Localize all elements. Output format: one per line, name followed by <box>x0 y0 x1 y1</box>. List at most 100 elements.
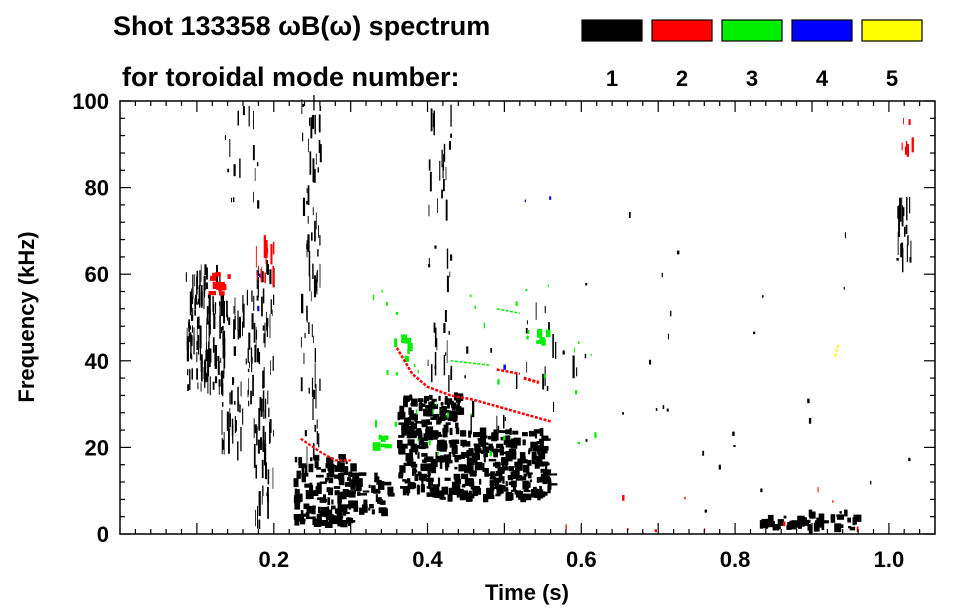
spectral-mark <box>411 423 417 430</box>
spectral-mark <box>245 358 247 365</box>
spectral-mark <box>327 497 331 506</box>
spectral-mark <box>475 488 479 492</box>
spectral-mark <box>449 410 457 416</box>
spectral-mark <box>444 396 448 400</box>
spectral-mark <box>248 105 250 127</box>
spectral-mark <box>377 481 385 490</box>
spectral-mark <box>507 492 514 501</box>
spectral-mark <box>312 158 315 183</box>
spectral-mark <box>359 493 368 496</box>
spectral-mark <box>220 372 222 377</box>
spectral-mark <box>902 207 905 216</box>
spectral-speck <box>655 408 658 411</box>
spectral-mark <box>419 446 426 450</box>
spectral-mark <box>434 352 437 376</box>
spectral-mark <box>524 493 532 501</box>
spectral-mark <box>369 504 374 509</box>
spectral-mark <box>205 282 208 290</box>
spectral-mark <box>196 340 199 350</box>
spectral-mark <box>264 272 266 284</box>
spectral-mark <box>545 465 548 470</box>
spectral-mark <box>440 443 447 452</box>
spectral-mark <box>379 498 383 505</box>
spectral-mark <box>206 267 208 280</box>
spectral-speck <box>408 345 411 351</box>
spectral-mark <box>450 104 452 127</box>
spectral-mark <box>186 327 188 350</box>
spectral-mark <box>348 471 353 477</box>
legend-label-mode-2: 2 <box>676 66 688 91</box>
spectral-mark <box>544 306 546 314</box>
spectral-mark <box>304 430 307 437</box>
spectral-mark <box>480 450 484 454</box>
spectral-mark <box>223 431 225 455</box>
spectral-mark <box>509 454 512 461</box>
spectral-mark <box>346 490 351 497</box>
spectral-mark <box>358 472 367 476</box>
spectral-mark <box>909 197 911 214</box>
spectral-mark <box>443 454 450 462</box>
spectral-speck <box>622 495 625 501</box>
spectral-mark <box>266 263 269 275</box>
spectral-mark <box>257 200 260 209</box>
spectral-mark <box>445 352 447 356</box>
spectral-mark <box>217 281 225 291</box>
spectral-mark <box>444 310 447 322</box>
spectral-mark <box>221 410 223 435</box>
spectral-mark <box>436 444 441 451</box>
spectral-mark <box>427 407 432 412</box>
spectral-mark <box>304 464 308 474</box>
spectral-mark <box>192 296 194 305</box>
spectral-mark <box>253 323 256 343</box>
spectral-mark <box>219 315 221 339</box>
spectral-mark <box>508 448 517 456</box>
spectral-mark <box>187 336 190 349</box>
spectral-mark <box>257 505 258 529</box>
spectral-mark <box>311 508 316 515</box>
spectral-mark <box>315 474 324 478</box>
spectral-mark <box>438 490 445 499</box>
spectral-mark <box>375 420 378 428</box>
spectral-mark <box>424 457 427 463</box>
spectral-region-mode-1 <box>540 462 558 494</box>
spectral-speck <box>483 322 485 329</box>
spectral-mark <box>377 497 382 504</box>
spectral-mark <box>441 406 447 415</box>
spectral-mark <box>399 405 405 415</box>
spectral-mark <box>308 138 309 153</box>
spectral-mark <box>249 361 250 368</box>
spectral-mark <box>414 430 422 434</box>
spectral-mark <box>448 375 450 393</box>
spectral-mark <box>306 516 313 520</box>
spectral-mark <box>450 368 453 381</box>
spectral-mark <box>247 368 250 373</box>
spectral-mark <box>261 266 263 283</box>
spectral-mark <box>415 450 417 455</box>
spectral-mark <box>196 351 198 363</box>
spectral-mark <box>353 506 359 512</box>
spectral-mark <box>409 482 417 489</box>
spectral-mark <box>527 460 532 466</box>
spectral-mark <box>800 520 804 526</box>
spectral-mark <box>429 394 433 400</box>
spectral-mark <box>501 487 509 490</box>
spectral-mark <box>316 513 322 522</box>
spectral-mark <box>407 484 412 487</box>
spectral-mark <box>340 464 345 473</box>
spectral-mark <box>187 369 189 376</box>
spectral-mark <box>222 439 225 450</box>
spectral-mark <box>268 407 270 417</box>
spectral-mark <box>458 464 466 472</box>
spectral-speck <box>394 421 398 427</box>
spectral-mark <box>522 464 530 473</box>
spectral-mark <box>901 205 904 224</box>
spectral-mark <box>455 427 460 435</box>
spectral-mark <box>900 243 903 258</box>
legend-swatch-mode-4 <box>791 19 853 42</box>
spectral-mark <box>264 398 267 419</box>
spectral-mark <box>443 154 445 171</box>
spectral-mark <box>240 381 242 397</box>
spectral-mark <box>315 384 317 409</box>
spectral-mark <box>767 514 774 523</box>
spectral-region-mode-1 <box>397 392 465 502</box>
